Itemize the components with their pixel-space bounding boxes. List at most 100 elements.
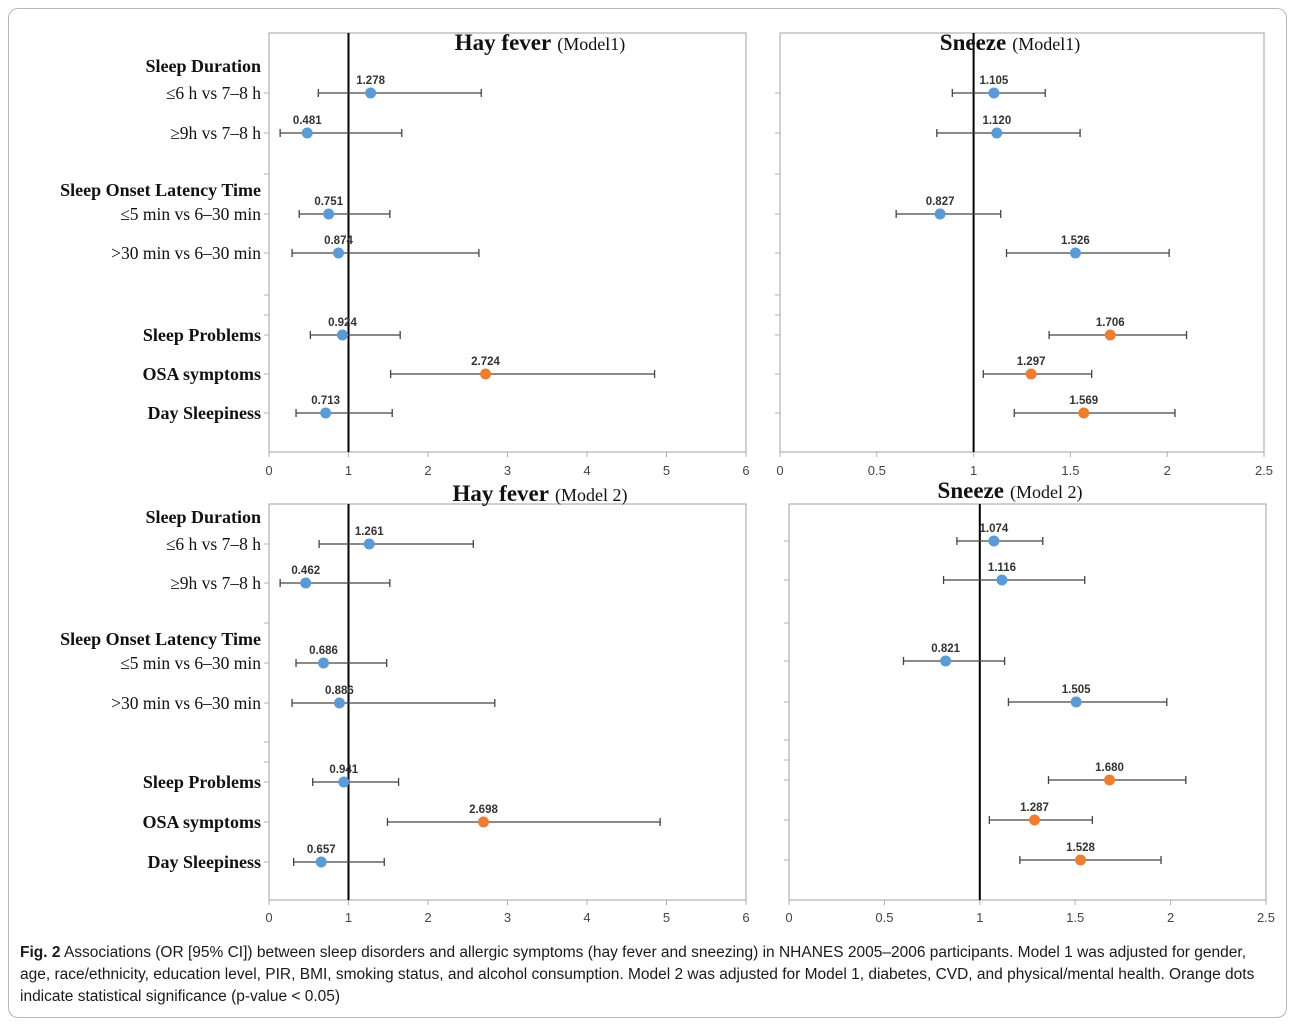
model1-row-label-3: Sleep Onset Latency Time [60, 180, 261, 200]
model2-row-label-4: ≤5 min vs 6–30 min [120, 653, 261, 673]
odds-ratio-point [991, 127, 1003, 139]
figure-frame [8, 8, 1287, 1018]
odds-ratio-point [477, 816, 489, 828]
odds-ratio-label: 0.827 [926, 196, 955, 208]
odds-ratio-point [363, 538, 375, 550]
odds-ratio-label: 0.657 [307, 844, 336, 856]
model2-row-label-7: OSA symptoms [142, 812, 261, 832]
x-tick-label: 0 [265, 463, 272, 478]
odds-ratio-label: 0.481 [293, 115, 322, 127]
odds-ratio-label: 1.297 [1017, 356, 1046, 368]
odds-ratio-label: 1.706 [1096, 317, 1125, 329]
odds-ratio-label: 2.698 [469, 804, 498, 816]
odds-ratio-point [480, 368, 492, 380]
plot-area-1 [779, 32, 1265, 453]
odds-ratio-label: 0.924 [328, 317, 357, 329]
x-tick-label: 1 [976, 910, 983, 925]
odds-ratio-label: 0.686 [309, 645, 338, 657]
x-tick-label: 2 [424, 463, 431, 478]
odds-ratio-label: 1.528 [1066, 842, 1095, 854]
panel-title-sub: (Model1) [1012, 34, 1080, 55]
odds-ratio-point [1104, 774, 1116, 786]
panel-title-main: Hay fever [455, 30, 551, 55]
panel-title-sub: (Model 2) [1010, 482, 1082, 503]
odds-ratio-point [1069, 247, 1081, 259]
x-tick-label: 2 [424, 910, 431, 925]
odds-ratio-point [300, 577, 312, 589]
forest-panel-1: 0 0.5 1 1.5 2 2.5 Sneeze (Model1) 1.105 1.120 0.82… [775, 30, 1273, 478]
odds-ratio-label: 1.116 [988, 562, 1016, 574]
odds-ratio-point [1025, 368, 1037, 380]
x-tick-label: 5 [663, 910, 670, 925]
x-tick-label: 2.5 [1257, 910, 1275, 925]
model1-row-label-2: ≥9h vs 7–8 h [170, 123, 261, 143]
odds-ratio-label: 0.713 [311, 395, 340, 407]
odds-ratio-point [333, 697, 345, 709]
model2-row-label-0: Sleep Duration [145, 507, 261, 527]
forest-panel-2: 0 1 2 3 4 5 6 Hay fever (Model 2) 1.261 0.462 0.686… [264, 481, 750, 925]
odds-ratio-point [332, 247, 344, 259]
odds-ratio-point [934, 208, 946, 220]
odds-ratio-point [338, 776, 350, 788]
panel-title-main: Sneeze [938, 478, 1004, 503]
x-tick-label: 0 [785, 910, 792, 925]
odds-ratio-label: 1.105 [980, 75, 1009, 87]
forest-plots: Sleep Duration ≤6 h vs 7–8 h ≥9h vs 7–8 h S… [60, 30, 1275, 925]
forest-panel-0: 0 1 2 3 4 5 6 Hay fever (Model1) 1.278 0.481 0.751 0… [264, 30, 750, 478]
x-tick-label: 2.5 [1255, 463, 1273, 478]
model1-row-label-6: Sleep Problems [143, 325, 261, 345]
figure-caption: Fig. 2 Associations (OR [95% CI]) betwee… [20, 942, 1272, 1008]
odds-ratio-point [323, 208, 335, 220]
odds-ratio-point [315, 856, 327, 868]
odds-ratio-label: 1.120 [982, 115, 1011, 127]
panel-title-sub: (Model1) [557, 34, 625, 55]
odds-ratio-point [940, 655, 952, 667]
panel-title-1: Sneeze (Model1) [940, 30, 1080, 55]
panel-title-2: Hay fever (Model 2) [453, 481, 628, 506]
odds-ratio-point [988, 535, 1000, 547]
panel-title-3: Sneeze (Model 2) [938, 478, 1083, 503]
panel-title-main: Sneeze [940, 30, 1006, 55]
odds-ratio-label: 1.569 [1069, 395, 1098, 407]
odds-ratio-label: 1.261 [355, 526, 384, 538]
x-tick-label: 3 [504, 910, 511, 925]
model2-row-label-8: Day Sleepiness [147, 852, 261, 872]
odds-ratio-label: 1.526 [1061, 235, 1090, 247]
x-tick-label: 3 [504, 463, 511, 478]
model1-row-label-8: Day Sleepiness [147, 403, 261, 423]
odds-ratio-label: 1.074 [980, 523, 1009, 535]
odds-ratio-label: 0.941 [329, 764, 358, 776]
odds-ratio-label: 1.278 [356, 75, 385, 87]
model2-row-label-5: >30 min vs 6–30 min [111, 693, 261, 713]
x-tick-label: 4 [583, 463, 590, 478]
panel-title-sub: (Model 2) [555, 485, 627, 506]
odds-ratio-point [336, 329, 348, 341]
odds-ratio-point [1078, 407, 1090, 419]
x-tick-label: 6 [742, 910, 749, 925]
odds-ratio-point [1029, 814, 1041, 826]
odds-ratio-label: 0.886 [325, 685, 354, 697]
x-tick-label: 1 [345, 910, 352, 925]
model1-row-label-7: OSA symptoms [142, 364, 261, 384]
model2-row-label-3: Sleep Onset Latency Time [60, 629, 261, 649]
odds-ratio-point [365, 87, 377, 99]
x-tick-label: 1.5 [1066, 910, 1084, 925]
x-tick-label: 1.5 [1061, 463, 1079, 478]
odds-ratio-point [318, 657, 330, 669]
model1-row-label-5: >30 min vs 6–30 min [111, 243, 261, 263]
x-tick-label: 0.5 [875, 910, 893, 925]
odds-ratio-point [1070, 696, 1082, 708]
x-tick-label: 5 [663, 463, 670, 478]
x-tick-label: 0 [776, 463, 783, 478]
x-tick-label: 4 [583, 910, 590, 925]
model2-row-label-6: Sleep Problems [143, 772, 261, 792]
forest-panel-3: 0 0.5 1 1.5 2 2.5 Sneeze (Model 2) 1.074 1.116 0.8… [784, 478, 1275, 925]
odds-ratio-label: 2.724 [471, 356, 500, 368]
odds-ratio-label: 1.287 [1020, 802, 1049, 814]
panel-title-main: Hay fever [453, 481, 549, 506]
odds-ratio-point [320, 407, 332, 419]
odds-ratio-point [988, 87, 1000, 99]
caption-label: Fig. 2 [20, 944, 61, 961]
x-tick-label: 0 [265, 910, 272, 925]
x-tick-label: 0.5 [868, 463, 886, 478]
